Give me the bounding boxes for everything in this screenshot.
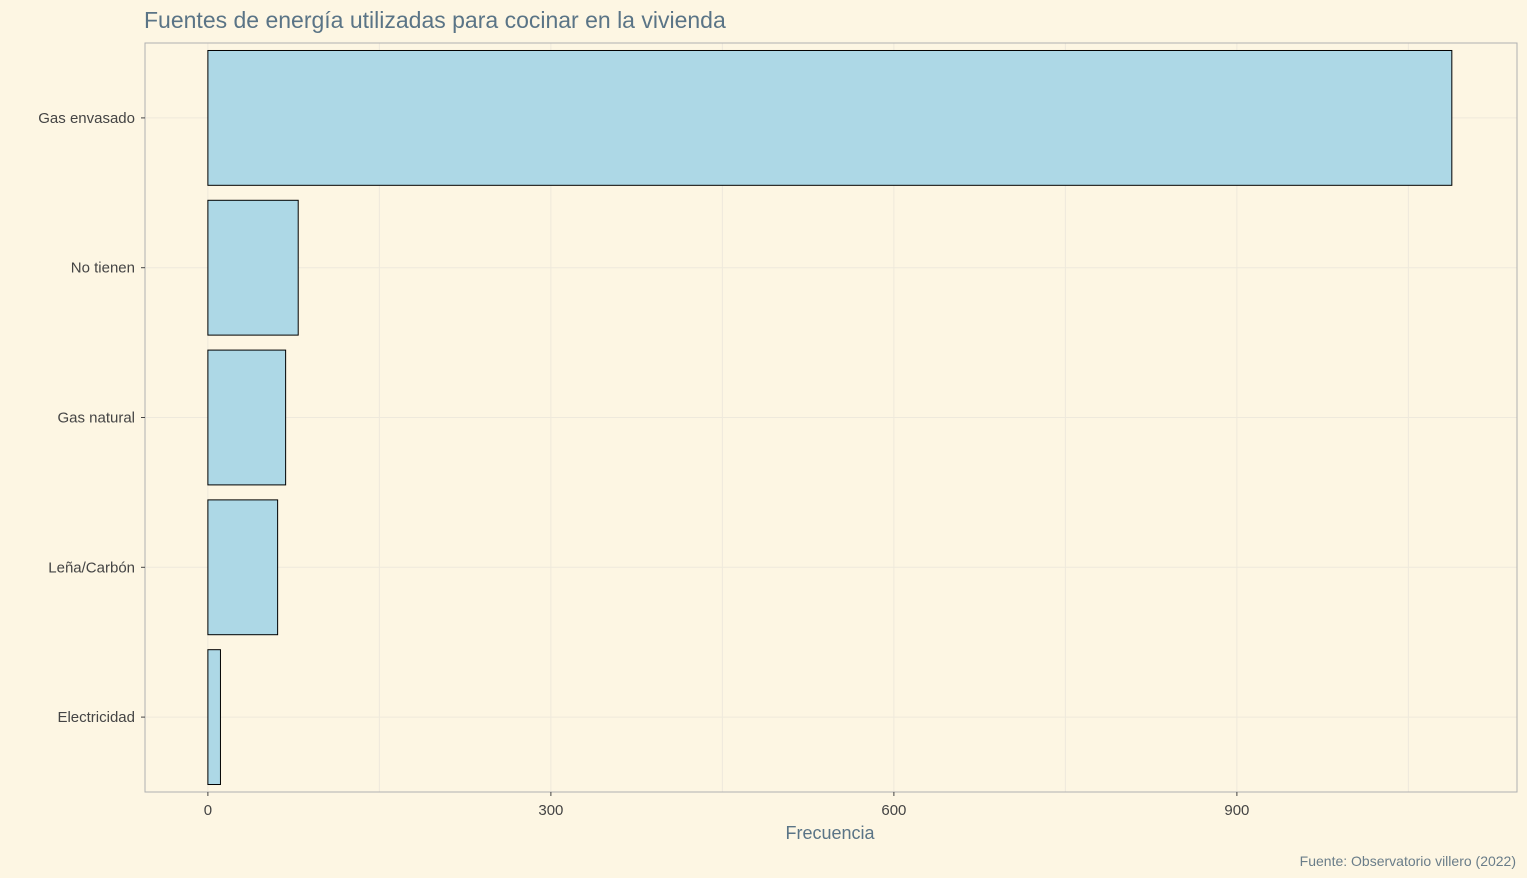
bar-le-a-carb-n <box>207 499 279 636</box>
x-tick-label: 900 <box>1224 802 1249 819</box>
chart-caption: Fuente: Observatorio villero (2022) <box>1300 853 1516 869</box>
x-axis-title: Frecuencia <box>785 823 875 843</box>
bar-electricidad <box>207 649 221 786</box>
x-tick-label: 600 <box>881 802 906 819</box>
y-tick-label: Gas envasado <box>38 110 135 127</box>
bars <box>207 49 1453 786</box>
x-tick-label: 300 <box>538 802 563 819</box>
y-tick-label: Gas natural <box>57 410 135 427</box>
y-tick-label: Leña/Carbón <box>48 559 135 576</box>
x-tick-label: 0 <box>204 802 212 819</box>
chart-title: Fuentes de energía utilizadas para cocin… <box>144 7 726 33</box>
y-tick-label: Electricidad <box>57 709 135 726</box>
x-axis: 0 300 600 900 <box>204 792 1249 819</box>
bar-gas-envasado <box>207 49 1453 186</box>
bar-gas-natural <box>207 349 287 486</box>
y-axis: Gas envasado No tienen Gas natural Leña/Car… <box>38 110 145 726</box>
bar-no-tienen <box>207 199 299 336</box>
y-tick-label: No tienen <box>71 260 135 277</box>
